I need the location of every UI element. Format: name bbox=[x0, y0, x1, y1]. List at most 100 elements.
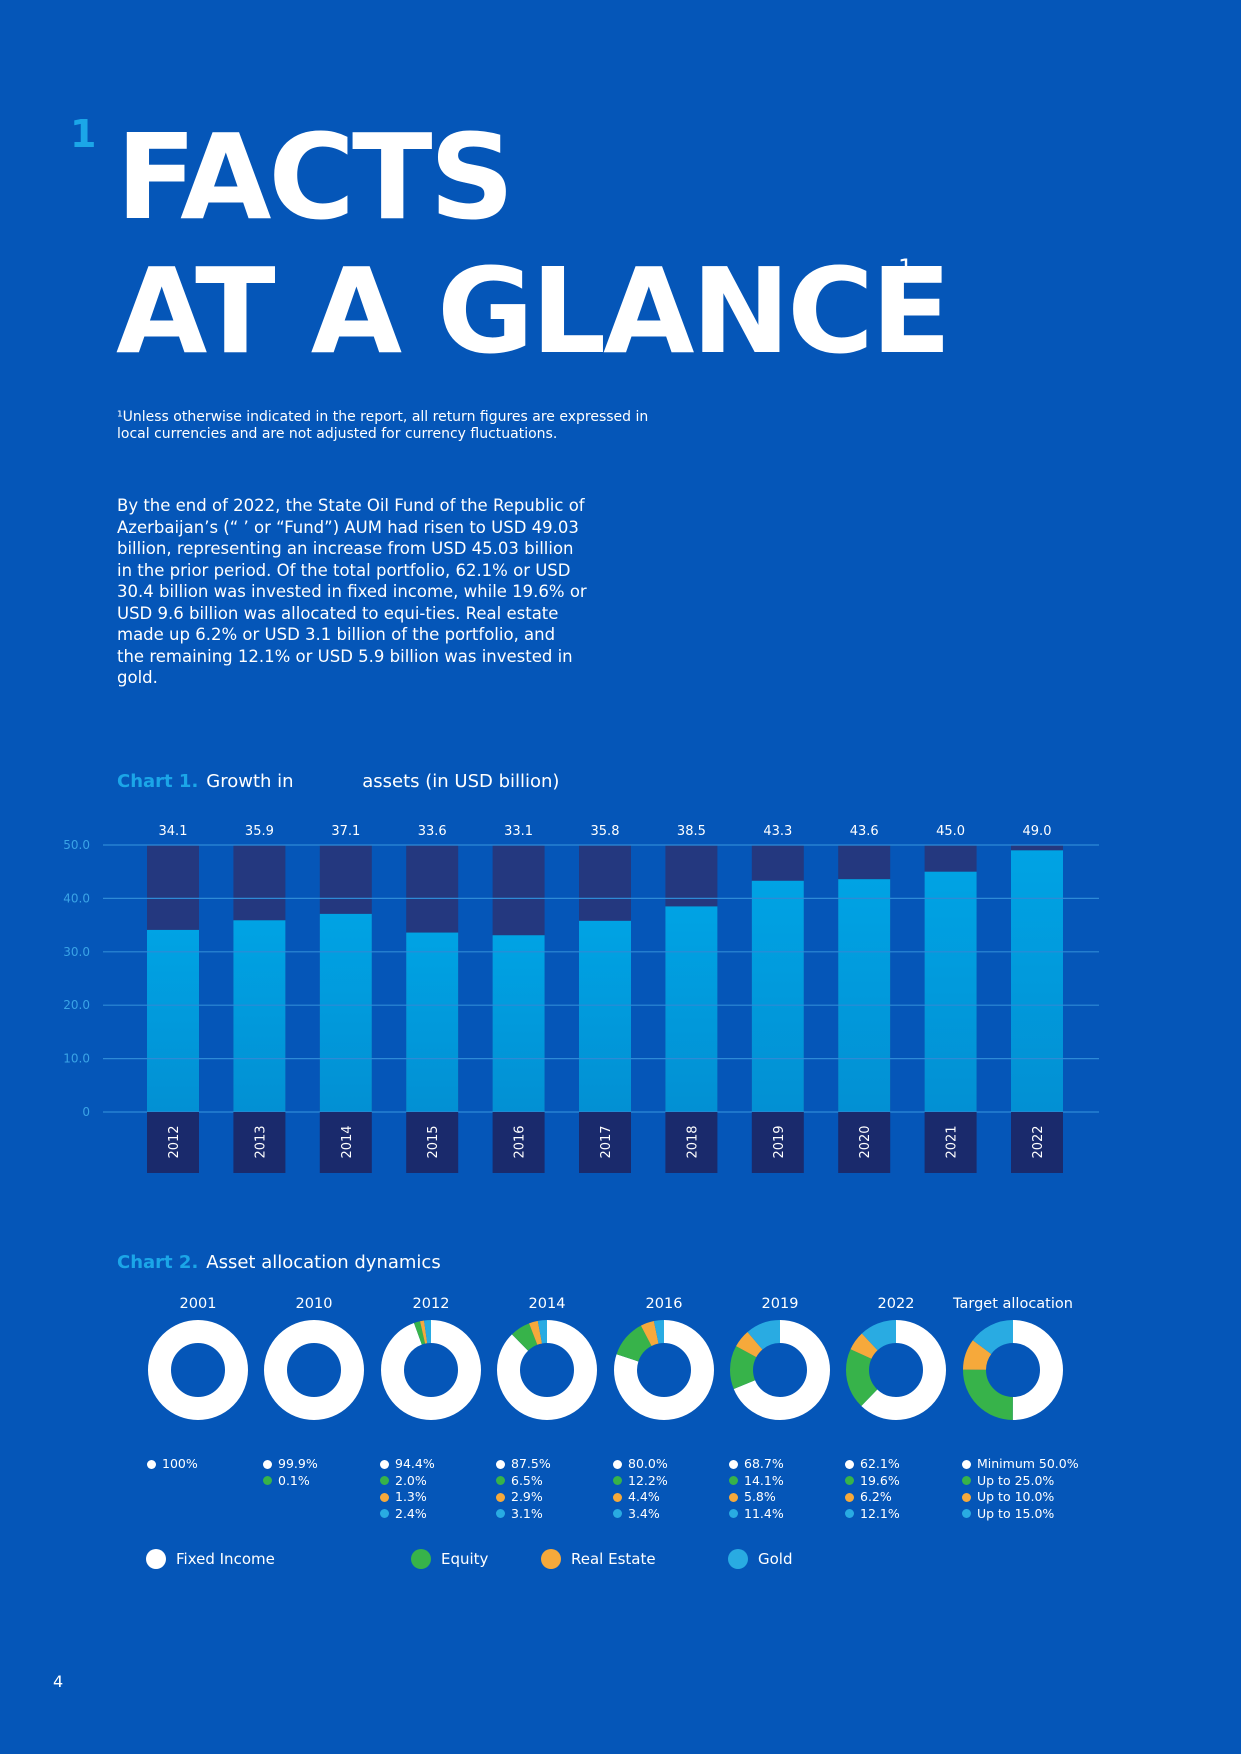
legend-item-fixed-income: Fixed Income bbox=[146, 1549, 275, 1569]
donut-slice-gold bbox=[846, 1320, 946, 1420]
title-superscript: 1 bbox=[898, 254, 914, 282]
legend-dot bbox=[729, 1492, 738, 1502]
donut-value-row: 99.9% bbox=[263, 1456, 318, 1473]
legend-dot bbox=[845, 1509, 854, 1519]
donut-value-row: 80.0% bbox=[613, 1456, 668, 1473]
bar-value-label: 33.6 bbox=[418, 824, 447, 839]
donut-value-label: Up to 15.0% bbox=[977, 1505, 1055, 1521]
donut-chart bbox=[730, 1320, 830, 1420]
donut-value-label: 99.9% bbox=[278, 1456, 318, 1471]
donut-value-label: 4.4% bbox=[628, 1489, 660, 1504]
chart2-title: Chart 2. Asset allocation dynamics bbox=[117, 1252, 441, 1273]
x-tick-label: 2012 bbox=[167, 1125, 182, 1158]
y-tick-label: 50.0 bbox=[63, 838, 90, 852]
legend-dot bbox=[845, 1459, 854, 1469]
donut-value-list: 62.1% 19.6% 6.2% 12.1% bbox=[845, 1456, 900, 1522]
donut-value-row: Up to 10.0% bbox=[962, 1489, 1079, 1506]
year-box bbox=[665, 1112, 718, 1173]
year-box bbox=[1011, 1112, 1063, 1173]
donut-value-row: 2.9% bbox=[496, 1489, 551, 1506]
year-box bbox=[924, 1112, 977, 1173]
year-box bbox=[579, 1112, 631, 1173]
donut-value-label: 94.4% bbox=[395, 1456, 435, 1471]
legend-dot bbox=[962, 1459, 971, 1469]
donut-value-row: 62.1% bbox=[845, 1456, 900, 1473]
allocation-legend: Fixed Income Equity Real Estate Gold bbox=[146, 1549, 1046, 1573]
legend-dot bbox=[380, 1509, 389, 1519]
legend-dot bbox=[380, 1492, 389, 1502]
donut-2001: 2001 100% bbox=[135, 1294, 261, 1471]
donut-value-label: 19.6% bbox=[860, 1472, 900, 1488]
bar-2013 bbox=[233, 920, 286, 1112]
donut-chart bbox=[148, 1320, 248, 1420]
x-tick-label: 2018 bbox=[685, 1125, 700, 1158]
legend-swatch bbox=[411, 1549, 431, 1569]
legend-dot bbox=[962, 1476, 971, 1486]
donut-value-label: 3.1% bbox=[511, 1505, 543, 1521]
y-tick-label: 20.0 bbox=[63, 998, 90, 1012]
donut-2022: 2022 62.1% 19.6% 6.2% 12.1% bbox=[833, 1294, 959, 1521]
donut-value-label: 2.0% bbox=[395, 1472, 427, 1488]
donut-value-row: 87.5% bbox=[496, 1456, 551, 1473]
donut-2014: 2014 87.5% 6.5% 2.9% 3.1% bbox=[484, 1294, 610, 1521]
donut-value-label: 14.1% bbox=[744, 1472, 784, 1488]
page-title-line-1: FACTS bbox=[116, 108, 514, 246]
donut-value-row: 11.4% bbox=[729, 1506, 784, 1523]
donut-value-row: 2.0% bbox=[380, 1473, 435, 1490]
donut-slice-gold bbox=[381, 1320, 481, 1420]
x-tick-label: 2014 bbox=[340, 1125, 355, 1158]
bar-value-label: 35.8 bbox=[591, 824, 620, 839]
donut-value-label: Up to 10.0% bbox=[977, 1489, 1055, 1504]
bar-value-label: 49.0 bbox=[1023, 824, 1052, 839]
donut-value-label: 1.3% bbox=[395, 1489, 427, 1504]
y-tick-label: 10.0 bbox=[63, 1052, 90, 1066]
donut-value-row: 14.1% bbox=[729, 1473, 784, 1490]
year-box bbox=[492, 1112, 545, 1173]
legend-dot bbox=[613, 1509, 622, 1519]
bar-2021 bbox=[924, 871, 977, 1112]
chart1-title-number: Chart 1. bbox=[117, 771, 199, 792]
bar-2019 bbox=[751, 880, 804, 1112]
legend-dot bbox=[496, 1476, 505, 1486]
donut-slice-fixed-income bbox=[381, 1320, 481, 1420]
donut-value-label: 6.5% bbox=[511, 1472, 543, 1488]
legend-dot bbox=[496, 1492, 505, 1502]
year-box bbox=[838, 1112, 891, 1173]
donut-chart bbox=[497, 1320, 597, 1420]
bar-2017 bbox=[579, 920, 631, 1112]
donut-slice-gold bbox=[730, 1320, 830, 1420]
donut-value-row: 68.7% bbox=[729, 1456, 784, 1473]
donut-value-row: Up to 25.0% bbox=[962, 1473, 1079, 1490]
donut-2010: 2010 99.9% 0.1% bbox=[251, 1294, 377, 1488]
footnote: ¹Unless otherwise indicated in the repor… bbox=[117, 409, 649, 442]
donut-chart bbox=[846, 1320, 946, 1420]
donut-slice-gold bbox=[963, 1320, 1063, 1420]
donut-target-allocation: Target allocation Minimum 50.0% Up to 25.0… bbox=[950, 1294, 1079, 1521]
bar-value-label: 35.9 bbox=[245, 824, 274, 839]
donut-value-list: 99.9% 0.1% bbox=[263, 1456, 318, 1489]
donut-value-row: Up to 15.0% bbox=[962, 1506, 1079, 1523]
bar-2016 bbox=[492, 935, 545, 1112]
bar-value-label: 43.3 bbox=[763, 824, 792, 839]
legend-dot bbox=[729, 1459, 738, 1469]
legend-dot bbox=[845, 1492, 854, 1502]
donut-value-list: 80.0% 12.2% 4.4% 3.4% bbox=[613, 1456, 668, 1522]
donut-value-row: 94.4% bbox=[380, 1456, 435, 1473]
donut-value-row: 1.3% bbox=[380, 1489, 435, 1506]
page-number: 4 bbox=[53, 1672, 64, 1691]
legend-dot bbox=[147, 1459, 156, 1469]
donut-slice-fixed-income bbox=[264, 1320, 364, 1420]
donut-chart bbox=[264, 1320, 364, 1420]
bar-value-label: 37.1 bbox=[331, 824, 360, 839]
y-tick-label: 0 bbox=[82, 1105, 90, 1119]
x-tick-label: 2022 bbox=[1031, 1125, 1046, 1158]
x-tick-label: 2015 bbox=[426, 1125, 441, 1158]
donut-slice-equity bbox=[963, 1320, 1063, 1420]
donut-value-label: 87.5% bbox=[511, 1456, 551, 1471]
legend-swatch bbox=[146, 1549, 166, 1569]
donut-value-row: 100% bbox=[147, 1456, 198, 1473]
bar-2015 bbox=[406, 932, 459, 1112]
donut-value-row: 5.8% bbox=[729, 1489, 784, 1506]
bar-2012 bbox=[147, 929, 199, 1112]
donut-value-row: 6.5% bbox=[496, 1473, 551, 1490]
